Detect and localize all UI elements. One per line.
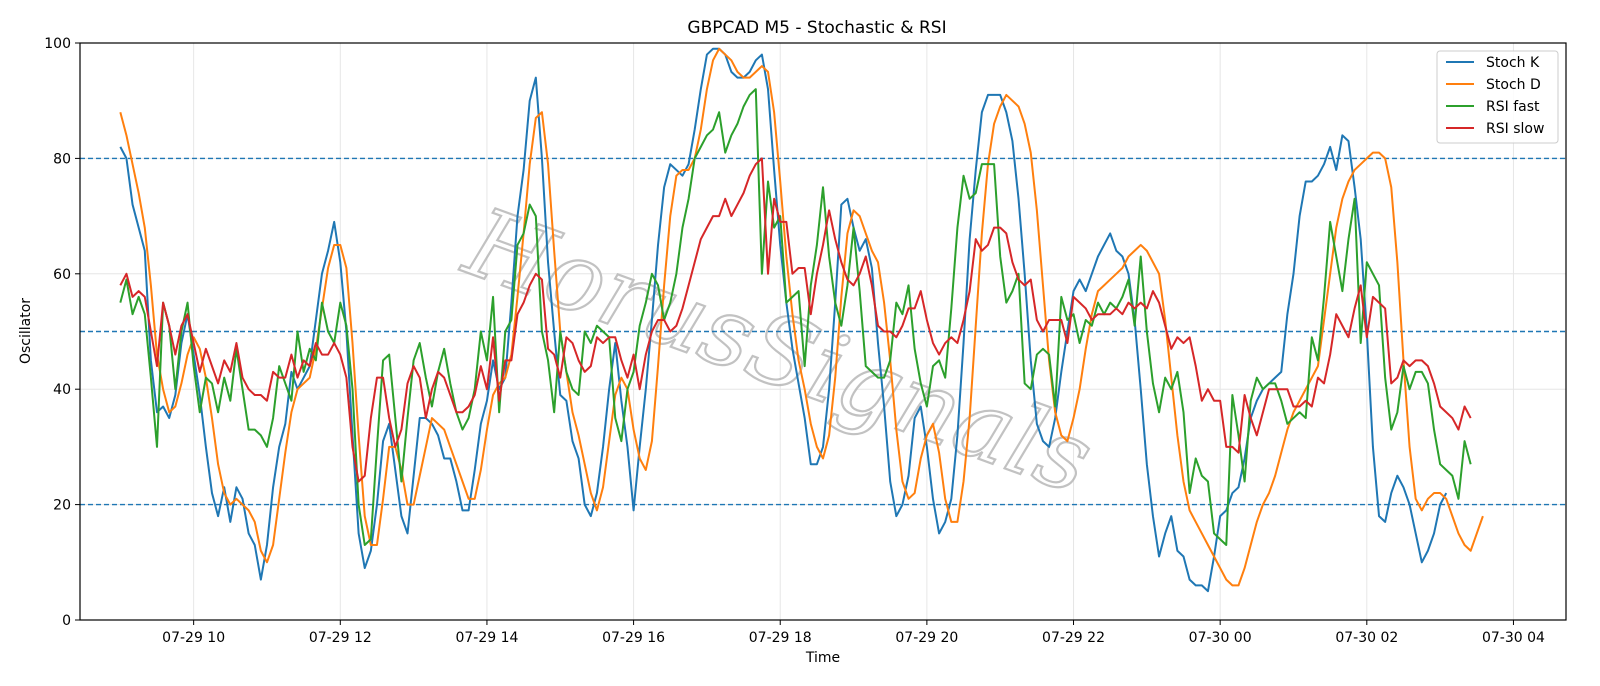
x-tick-label: 07-29 10 xyxy=(162,630,225,646)
series-layer xyxy=(119,47,1484,593)
y-tick-label: 40 xyxy=(53,382,71,398)
x-axis-ticks: 07-29 10 07-29 12 07-29 14 07-29 16 07-29 18… xyxy=(162,620,1545,646)
legend-label-stoch-d: Stoch D xyxy=(1486,77,1541,93)
chart-title: GBPCAD M5 - Stochastic & RSI xyxy=(687,18,946,38)
y-axis-label: Oscillator xyxy=(18,298,34,364)
y-tick-label: 20 xyxy=(53,498,71,514)
series-line-rsi-fast xyxy=(119,88,1472,546)
x-tick-label: 07-30 04 xyxy=(1482,630,1545,646)
x-tick-label: 07-29 12 xyxy=(309,630,372,646)
x-tick-label: 07-30 00 xyxy=(1189,630,1252,646)
legend: Stoch K Stoch D RSI fast RSI slow xyxy=(1436,50,1559,144)
y-tick-label: 0 xyxy=(62,613,71,629)
y-tick-label: 80 xyxy=(53,151,71,167)
series-line-stoch-k xyxy=(119,47,1448,593)
series-line-rsi-slow xyxy=(119,157,1472,483)
x-axis-label: Time xyxy=(805,650,840,666)
x-tick-label: 07-29 14 xyxy=(455,630,518,646)
x-tick-label: 07-29 18 xyxy=(749,630,812,646)
legend-label-stoch-k: Stoch K xyxy=(1486,55,1540,71)
y-tick-label: 100 xyxy=(44,36,71,52)
x-tick-label: 07-29 22 xyxy=(1042,630,1105,646)
y-axis-ticks: 0 20 40 60 80 100 xyxy=(44,36,80,629)
x-tick-label: 07-29 16 xyxy=(602,630,665,646)
x-tick-label: 07-30 02 xyxy=(1335,630,1398,646)
legend-box xyxy=(1436,50,1559,144)
legend-label-rsi-slow: RSI slow xyxy=(1486,121,1544,137)
x-tick-label: 07-29 20 xyxy=(895,630,958,646)
series-line-stoch-d xyxy=(119,47,1484,587)
y-tick-label: 60 xyxy=(53,267,71,283)
legend-label-rsi-fast: RSI fast xyxy=(1486,99,1540,115)
plot-frame xyxy=(79,42,1567,621)
